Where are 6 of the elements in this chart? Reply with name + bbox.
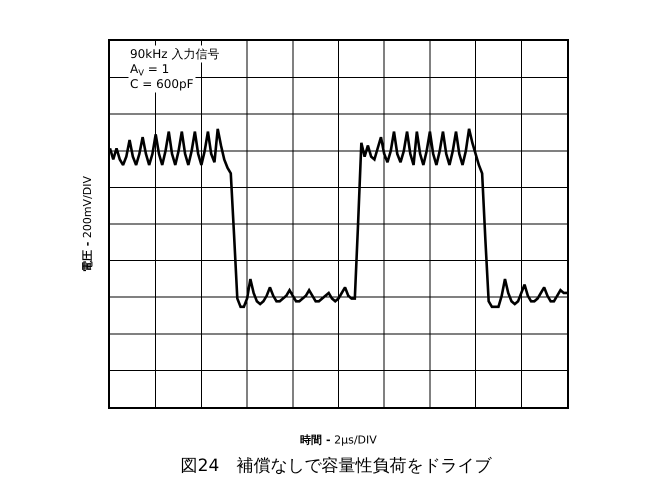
text: C = 600pF (130, 77, 194, 91)
text: A$_{V}$ = 1 (130, 62, 170, 78)
x-axis-title: 時間 - 2μs/DIV (300, 434, 378, 447)
text: 図24 補償なしで容量性負荷をドライブ (180, 456, 492, 476)
text: 90kHz 入力信号 (130, 47, 220, 61)
y-axis-title: 電圧 - 200mV/DIV (81, 175, 94, 272)
